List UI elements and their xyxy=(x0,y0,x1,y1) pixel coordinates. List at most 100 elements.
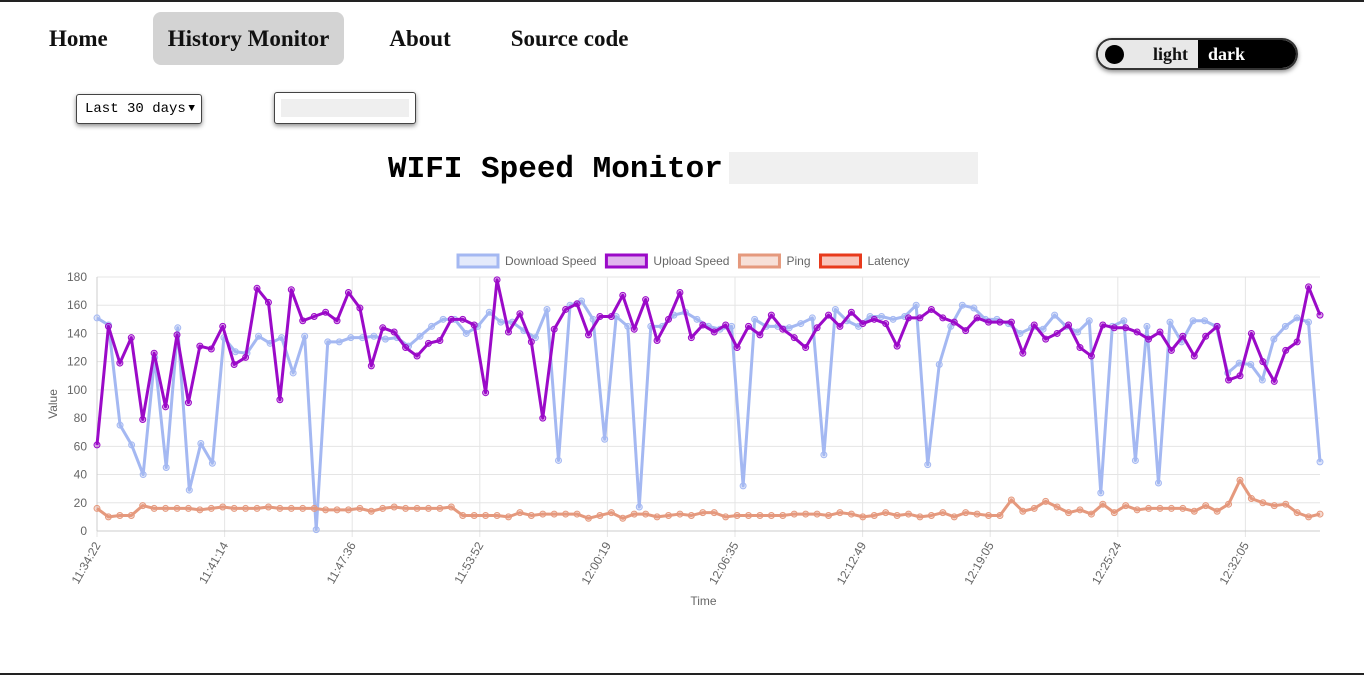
data-point xyxy=(916,513,924,521)
data-point xyxy=(962,327,970,335)
data-point xyxy=(447,503,455,511)
data-point xyxy=(1236,372,1244,380)
data-point xyxy=(390,328,398,336)
data-point xyxy=(207,504,215,512)
data-point xyxy=(1259,358,1267,366)
data-point xyxy=(1202,332,1210,340)
data-point xyxy=(1293,509,1301,517)
data-point xyxy=(1030,321,1038,329)
data-point xyxy=(390,503,398,511)
data-point xyxy=(550,325,558,333)
data-point xyxy=(1166,318,1174,326)
data-point xyxy=(1270,502,1278,510)
data-point xyxy=(802,344,810,352)
series-line xyxy=(96,478,1321,520)
data-point xyxy=(531,334,539,342)
y-tick-label: 180 xyxy=(67,270,87,284)
data-point xyxy=(255,332,263,340)
data-point xyxy=(1097,489,1105,497)
legend-swatch xyxy=(819,253,862,269)
data-point xyxy=(1270,377,1278,385)
data-point xyxy=(527,511,535,519)
series-line xyxy=(95,278,1322,446)
data-point xyxy=(836,322,844,330)
data-point xyxy=(664,315,672,323)
date-picker-field[interactable] xyxy=(281,99,409,117)
data-point xyxy=(601,435,609,443)
data-point xyxy=(739,482,747,490)
y-tick-label: 0 xyxy=(80,524,87,538)
toggle-knob[interactable] xyxy=(1105,45,1124,64)
nav-source-code[interactable]: Source code xyxy=(510,26,629,51)
nav-history-monitor[interactable]: History Monitor xyxy=(152,12,345,65)
time-range-select[interactable]: Last 30 days ▼ xyxy=(76,94,202,124)
data-point xyxy=(1110,509,1118,517)
data-point xyxy=(104,322,112,330)
data-point xyxy=(1179,332,1187,340)
data-point xyxy=(642,510,650,518)
x-tick-label: 11:41:14 xyxy=(196,539,231,586)
data-point xyxy=(785,324,793,332)
data-point xyxy=(127,511,135,519)
nav-home[interactable]: Home xyxy=(49,26,108,51)
data-point xyxy=(912,301,920,309)
data-point xyxy=(402,504,410,512)
data-point xyxy=(687,334,695,342)
data-point xyxy=(1156,504,1164,512)
data-point xyxy=(973,510,981,518)
theme-toggle[interactable]: light dark xyxy=(1096,38,1298,70)
data-point xyxy=(779,511,787,519)
data-point xyxy=(428,322,436,330)
data-point xyxy=(1270,335,1278,343)
data-point xyxy=(462,329,470,337)
data-point xyxy=(962,509,970,517)
data-point xyxy=(242,353,250,361)
data-point xyxy=(1282,500,1290,508)
data-point xyxy=(344,506,352,514)
data-point xyxy=(264,503,272,511)
data-point xyxy=(1293,338,1301,346)
data-point xyxy=(413,352,421,360)
x-tick-label: 11:47:36 xyxy=(324,539,359,586)
data-point xyxy=(733,344,741,352)
data-point xyxy=(139,502,147,510)
data-point xyxy=(356,304,364,312)
data-point xyxy=(870,315,878,323)
data-point xyxy=(653,513,661,521)
data-point xyxy=(847,308,855,316)
data-point xyxy=(333,317,341,325)
legend-item: Latency xyxy=(819,253,910,269)
legend-swatch xyxy=(456,253,500,269)
data-point xyxy=(813,324,821,332)
nav-about[interactable]: About xyxy=(389,26,451,51)
data-point xyxy=(1039,325,1047,333)
data-point xyxy=(1213,507,1221,515)
chevron-down-icon: ▼ xyxy=(188,103,195,115)
data-point xyxy=(150,504,158,512)
data-point xyxy=(710,328,718,336)
data-point xyxy=(699,321,707,329)
data-point xyxy=(1053,329,1061,337)
data-point xyxy=(562,305,570,313)
data-point xyxy=(1019,349,1027,357)
data-point xyxy=(985,511,993,519)
data-point xyxy=(516,509,524,517)
data-point xyxy=(924,461,932,469)
data-point xyxy=(174,324,182,332)
x-tick-label: 11:53:52 xyxy=(451,539,486,586)
y-tick-label: 20 xyxy=(74,496,88,510)
data-point xyxy=(196,506,204,514)
data-point xyxy=(527,338,535,346)
data-point xyxy=(550,510,558,518)
data-point xyxy=(242,504,250,512)
time-range-value: Last 30 days xyxy=(85,101,186,117)
data-point xyxy=(1316,311,1324,319)
data-point xyxy=(970,304,978,312)
data-point xyxy=(950,318,958,326)
data-point xyxy=(356,504,364,512)
data-point xyxy=(379,504,387,512)
data-point xyxy=(333,506,341,514)
data-point xyxy=(825,511,833,519)
date-picker-input[interactable] xyxy=(274,92,416,124)
data-point xyxy=(173,331,181,339)
